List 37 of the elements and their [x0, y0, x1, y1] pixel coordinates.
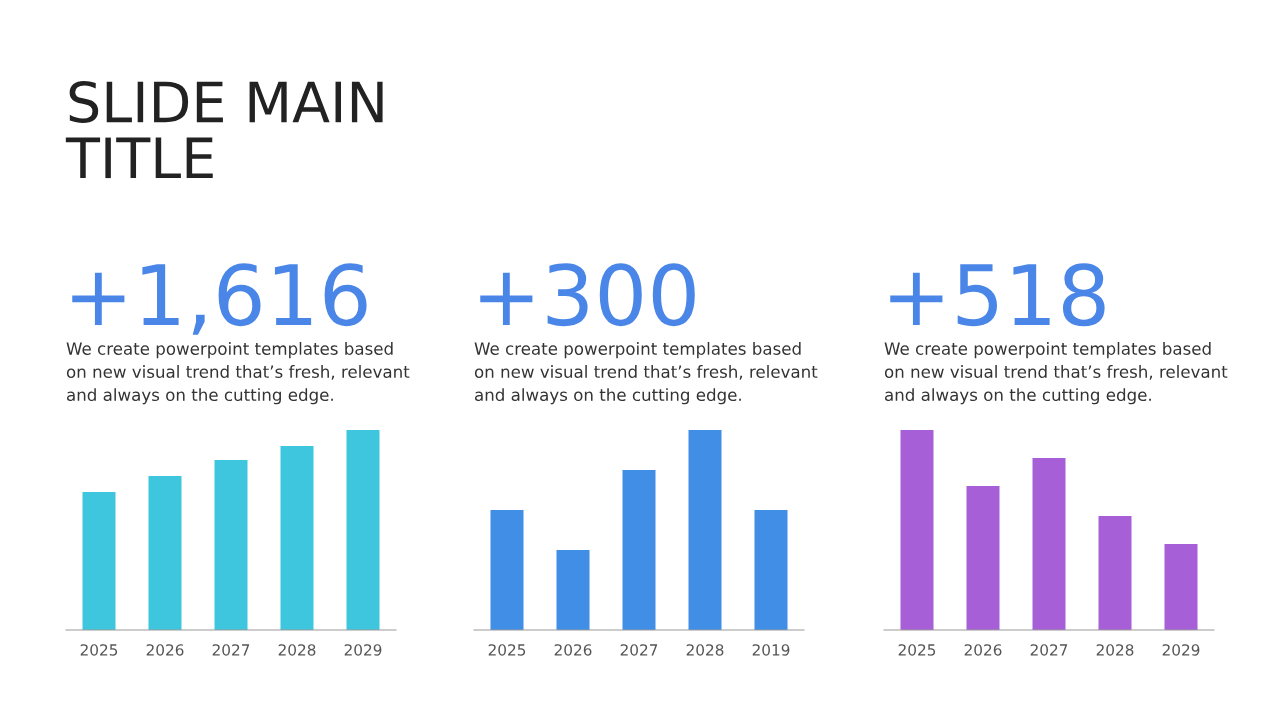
x-tick-label: 2025 — [898, 644, 936, 656]
bar — [82, 492, 116, 630]
bar — [1164, 544, 1198, 630]
chart-subtitle: We create powerpoint templates based on new visual trend that’s fresh, relevant and always on the cutting edge. — [884, 342, 1228, 405]
bar — [148, 476, 182, 630]
bar — [1098, 516, 1132, 630]
bar — [688, 430, 722, 630]
bar — [346, 430, 380, 630]
text: SLIDE MAIN TITLE — [65, 80, 383, 179]
x-tick-label: 2019 — [752, 644, 790, 656]
bar — [622, 470, 656, 630]
chart-subtitle: We create powerpoint templates based on new visual trend that’s fresh, relevant and always on the cutting edge. — [474, 342, 818, 405]
x-tick-label: 2027 — [620, 644, 658, 656]
chart-title: +300 — [480, 263, 695, 327]
bar — [966, 486, 1000, 630]
x-tick-label: 2029 — [344, 644, 382, 656]
x-tick-label: 2028 — [686, 644, 724, 656]
x-tick-label: 2027 — [1030, 644, 1068, 656]
chart-subtitle: We create powerpoint templates based on new visual trend that’s fresh, relevant and always on the cutting edge. — [66, 342, 410, 405]
bar — [490, 510, 524, 630]
x-tick-label: 2029 — [1162, 644, 1200, 656]
chart-title: +518 — [890, 263, 1105, 327]
x-tick-label: 2025 — [80, 644, 118, 656]
x-tick-label: 2026 — [964, 644, 1002, 656]
bar — [1032, 458, 1066, 630]
bar — [900, 430, 934, 630]
x-tick-label: 2025 — [488, 644, 526, 656]
bar — [280, 446, 314, 630]
chart-title: +1,616 — [72, 263, 367, 335]
x-tick-label: 2028 — [278, 644, 316, 656]
x-tick-label: 2026 — [146, 644, 184, 656]
x-tick-label: 2026 — [554, 644, 592, 656]
x-tick-label: 2028 — [1096, 644, 1134, 656]
x-tick-label: 2027 — [212, 644, 250, 656]
bar — [754, 510, 788, 630]
bar — [214, 460, 248, 630]
bar — [556, 550, 590, 630]
